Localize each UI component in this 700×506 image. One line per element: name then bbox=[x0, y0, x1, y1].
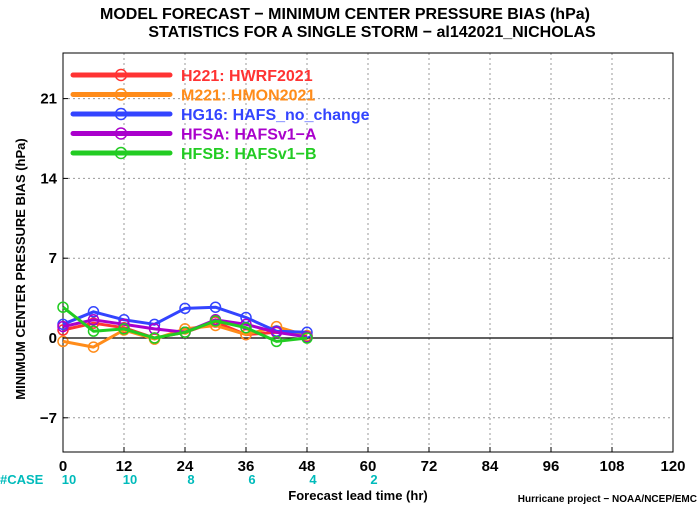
case-count: 2 bbox=[370, 472, 377, 487]
legend-item-1: M221: HMON2021 bbox=[70, 88, 315, 105]
series-4 bbox=[57, 301, 313, 348]
data-point bbox=[118, 323, 130, 335]
legend-item-0: H221: HWRF2021 bbox=[70, 68, 313, 85]
data-point bbox=[57, 320, 69, 333]
legend-item-3: HFSA: HAFSv1−A bbox=[70, 127, 317, 144]
data-point bbox=[148, 323, 161, 335]
footer-credit: Hurricane project − NOAA/NCEP/EMC bbox=[518, 494, 697, 505]
data-point bbox=[179, 302, 191, 315]
series-line bbox=[62, 305, 308, 334]
case-counts: #CASE 10 10 8 6 4 2 bbox=[0, 472, 378, 487]
case-count: 6 bbox=[248, 472, 255, 487]
chart-title: MODEL FORECAST − MINIMUM CENTER PRESSURE… bbox=[100, 6, 590, 23]
grid bbox=[63, 53, 673, 452]
data-point bbox=[87, 317, 100, 329]
legend: H221: HWRF2021 M221: HMON2021 HG16: HAFS_n… bbox=[70, 68, 370, 163]
x-tick-label: 48 bbox=[299, 458, 316, 475]
legend-marker bbox=[114, 68, 128, 82]
data-point bbox=[179, 326, 191, 339]
case-count: 8 bbox=[187, 472, 194, 487]
x-tick-label: 72 bbox=[421, 458, 438, 475]
x-tick-label: 36 bbox=[238, 458, 255, 475]
series-line bbox=[62, 306, 308, 343]
x-axis: 0 12 24 36 48 60 72 84 96 108 120 bbox=[59, 447, 686, 475]
data-point bbox=[57, 301, 69, 313]
x-tick-label: 0 bbox=[59, 458, 67, 475]
data-point bbox=[301, 326, 313, 339]
legend-item-4: HFSB: HAFSv1−B bbox=[70, 146, 317, 163]
x-tick-label: 108 bbox=[599, 458, 624, 475]
y-tick-label: 21 bbox=[40, 91, 57, 108]
x-tick-label: 120 bbox=[660, 458, 685, 475]
data-point bbox=[87, 314, 100, 326]
data-point bbox=[87, 325, 100, 337]
chart-subtitle: STATISTICS FOR A SINGLE STORM − al142021… bbox=[148, 24, 596, 41]
series-group bbox=[57, 301, 313, 353]
y-tick-label: 0 bbox=[49, 330, 57, 347]
legend-marker bbox=[114, 127, 128, 140]
case-count: 10 bbox=[123, 472, 137, 487]
data-point bbox=[209, 301, 222, 313]
legend-item-2: HG16: HAFS_no_change bbox=[70, 107, 370, 124]
legend-label: H221: HWRF2021 bbox=[181, 68, 313, 85]
x-axis-title: Forecast lead time (hr) bbox=[288, 488, 427, 503]
case-count: 4 bbox=[309, 472, 317, 487]
x-tick-label: 60 bbox=[360, 458, 377, 475]
legend-marker bbox=[114, 107, 128, 121]
data-point bbox=[270, 326, 283, 339]
x-tick-label: 84 bbox=[482, 458, 499, 475]
data-point bbox=[57, 324, 69, 336]
legend-label: HFSB: HAFSv1−B bbox=[181, 146, 317, 163]
data-point bbox=[87, 341, 100, 353]
x-tick-label: 12 bbox=[116, 458, 133, 475]
y-axis: −7 0 7 14 21 bbox=[40, 91, 68, 427]
legend-label: M221: HMON2021 bbox=[181, 88, 315, 105]
y-tick-label: 14 bbox=[40, 170, 57, 187]
data-point bbox=[87, 306, 100, 318]
data-point bbox=[57, 335, 69, 348]
legend-label: HFSA: HAFSv1−A bbox=[181, 127, 317, 144]
legend-label: HG16: HAFS_no_change bbox=[181, 107, 370, 124]
data-point bbox=[240, 321, 252, 334]
x-tick-label: 96 bbox=[543, 458, 560, 475]
x-tick-label: 24 bbox=[177, 458, 194, 475]
y-tick-label: −7 bbox=[40, 410, 57, 427]
legend-marker bbox=[114, 146, 128, 160]
data-point bbox=[301, 332, 313, 344]
data-point bbox=[209, 315, 222, 327]
case-label: #CASE bbox=[0, 472, 44, 487]
case-count: 10 bbox=[62, 472, 76, 487]
data-point bbox=[270, 335, 283, 348]
legend-marker bbox=[114, 88, 128, 101]
data-point bbox=[148, 332, 161, 344]
y-tick-label: 7 bbox=[49, 250, 57, 267]
y-axis-title: MINIMUM CENTER PRESSURE BIAS (hPa) bbox=[13, 138, 28, 399]
